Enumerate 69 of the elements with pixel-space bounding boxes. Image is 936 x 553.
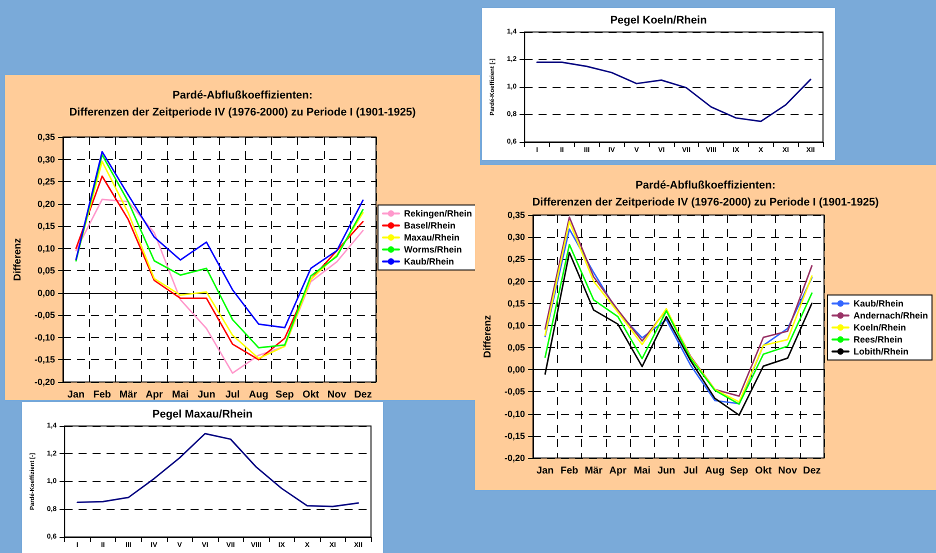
x-tick-label: Nov <box>327 390 347 400</box>
chart-title: Pegel Maxau/Rhein <box>152 408 253 420</box>
x-tick-label: Okt <box>302 390 320 400</box>
legend-label: Koeln/Rhein <box>853 322 906 332</box>
legend-label: Worms/Rhein <box>404 244 462 254</box>
y-tick-label: -0,05 <box>34 310 55 320</box>
x-tick-label: Feb <box>93 390 112 400</box>
y-tick-label: -0,15 <box>504 430 525 441</box>
y-tick-label: -0,20 <box>504 453 525 463</box>
chart-title: Pardé-Abflußkoeffizienten: <box>636 180 776 192</box>
chart-subtitle: Differenzen der Zeitperiode IV (1976-2000) zu Periode I (1901-1925) <box>69 106 416 118</box>
y-tick-label: -0,10 <box>34 332 55 342</box>
y-tick-label: 0,00 <box>507 364 525 375</box>
y-tick-label: 0,20 <box>507 276 525 286</box>
y-tick-label: 0,20 <box>37 198 55 209</box>
y-tick-label: 0,05 <box>37 266 55 276</box>
x-tick-label: Mär <box>584 466 603 476</box>
y-axis-title: Differenz <box>482 315 494 358</box>
y-tick-label: 0,30 <box>507 232 525 242</box>
x-tick-label: Mär <box>119 390 138 400</box>
x-tick-label: Mai <box>172 390 189 400</box>
x-tick-label: Jan <box>536 466 554 476</box>
x-tick-label: Nov <box>778 466 798 476</box>
x-tick-label: Jun <box>198 390 216 400</box>
x-tick-label: Sep <box>276 390 294 400</box>
legend-label: Maxau/Rhein <box>404 232 460 242</box>
y-tick-label: 0,10 <box>507 320 525 330</box>
chart-title: Pardé-Abflußkoeffizienten: <box>172 90 312 102</box>
x-tick-label: Sep <box>730 466 748 476</box>
x-tick-label: Aug <box>248 390 268 400</box>
legend-label: Rekingen/Rhein <box>404 208 472 218</box>
line-series <box>75 198 364 374</box>
x-tick-label: Jun <box>657 466 676 476</box>
y-axis-title: Differenz <box>12 238 24 281</box>
y-tick-label: 0,25 <box>507 254 525 264</box>
legend-label: Lobith/Rhein <box>853 346 908 356</box>
x-tick-label: Jan <box>67 390 85 400</box>
x-tick-label: Aug <box>705 466 725 476</box>
y-tick-label: 0,00 <box>37 288 55 298</box>
y-tick-label: 0,30 <box>37 154 55 164</box>
legend-label: Kaub/Rhein <box>853 298 904 308</box>
y-tick-label: -0,10 <box>504 408 525 419</box>
y-tick-label: 0,15 <box>507 298 525 308</box>
x-tick-label: Dez <box>802 466 821 476</box>
y-tick-label: 0,35 <box>37 132 55 142</box>
x-tick-label: Apr <box>146 390 164 400</box>
y-tick-label: -0,05 <box>504 386 525 397</box>
y-tick-label: 0,05 <box>507 342 525 353</box>
legend-label: Rees/Rhein <box>853 334 903 344</box>
x-tick-label: Mai <box>634 466 651 476</box>
x-tick-label: Feb <box>560 466 578 476</box>
chart-title: Pegel Koeln/Rhein <box>610 14 708 26</box>
chart-subtitle: Differenzen der Zeitperiode IV (1976-2000) zu Periode I (1901-1925) <box>532 196 880 208</box>
legend-label: Andernach/Rhein <box>853 310 928 320</box>
x-tick-label: Jul <box>683 466 698 476</box>
legend-label: Kaub/Rhein <box>404 256 454 266</box>
y-tick-label: 0,15 <box>37 221 55 232</box>
y-tick-label: 0,25 <box>37 176 55 187</box>
y-tick-label: -0,20 <box>34 377 55 387</box>
line-series <box>76 432 359 508</box>
legend-label: Basel/Rhein <box>404 220 456 230</box>
x-tick-label: Jul <box>225 390 240 400</box>
line-series <box>536 62 812 122</box>
x-tick-label: Dez <box>354 390 372 400</box>
y-tick-label: 0,35 <box>507 210 525 220</box>
y-tick-label: -0,15 <box>34 354 55 365</box>
x-tick-label: Okt <box>755 466 772 476</box>
y-tick-label: 0,10 <box>37 243 55 254</box>
x-tick-label: Apr <box>609 466 627 476</box>
